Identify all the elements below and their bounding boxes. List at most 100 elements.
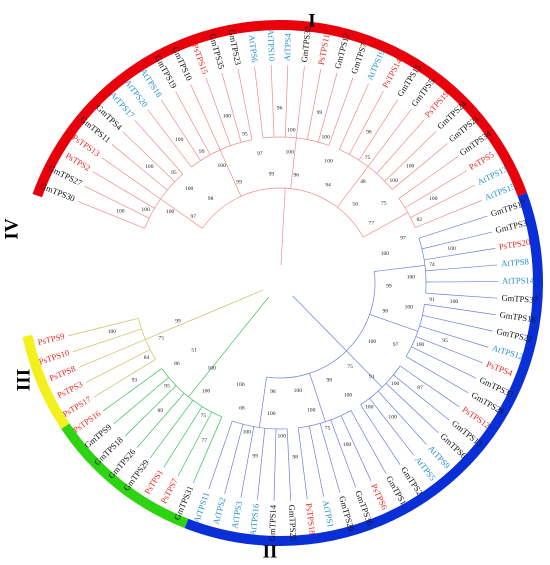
leaf-label-pstps1: PsTPS1 (142, 468, 165, 496)
group-stem-11 (145, 319, 193, 340)
bootstrap-value: 100 (294, 388, 303, 394)
branch-15 (270, 65, 273, 99)
clade-stem-III (220, 296, 269, 358)
branch-64 (163, 416, 197, 468)
bootstrap-value: 84 (144, 355, 150, 361)
branch-26 (388, 130, 437, 178)
leaf-label-pstps4: PsTPS4 (485, 359, 515, 379)
branch-58 (257, 458, 263, 500)
branch-stem-67 (145, 385, 177, 417)
branch-stem-48 (369, 398, 383, 415)
branch-60 (224, 447, 238, 494)
branch-66 (136, 397, 181, 448)
bootstrap-value: 100 (447, 246, 456, 252)
bootstrap-value: 100 (108, 329, 117, 335)
bootstrap-value: 99 (252, 453, 258, 459)
leaf-label-gmtps16: GmTPS16 (499, 309, 537, 324)
branch-57 (273, 461, 276, 501)
branch-37 (438, 293, 498, 299)
clade-label-IV: IV (1, 218, 22, 239)
branch-stem-38 (424, 303, 435, 307)
branch-stem-27 (391, 161, 426, 190)
bootstrap-value: 100 (145, 164, 154, 170)
bootstrap-value: 75 (347, 364, 353, 370)
group-stem-3 (337, 166, 369, 208)
leaf-label-gmtps30: GmTPS30 (39, 181, 76, 204)
branch-4 (111, 144, 143, 171)
branch-stem-34 (424, 255, 446, 261)
leaf-label-pstps18: PsTPS18 (304, 502, 318, 535)
branch-stem-46 (385, 383, 406, 402)
group-stem-10 (188, 356, 221, 398)
bootstrap-value: 95 (171, 170, 177, 176)
branch-stem-71 (122, 349, 151, 365)
branch-stem-74 (116, 317, 139, 324)
branch-stem-58 (261, 428, 266, 459)
group-stem-0 (160, 198, 203, 229)
bootstrap-value: 100 (267, 411, 276, 417)
branch-stem-39 (422, 314, 430, 318)
bootstrap-value: 51 (191, 347, 197, 353)
branch-44 (426, 383, 460, 408)
bootstrap-value: 100 (278, 433, 287, 439)
bootstrap-value: 94 (325, 182, 331, 188)
branch-stem-50 (350, 410, 359, 423)
branch-42 (445, 363, 477, 379)
branch-68 (113, 402, 139, 425)
bootstrap-value: 100 (450, 299, 459, 305)
leaf-label-pstps5: PsTPS5 (467, 149, 495, 172)
branch-23 (366, 99, 399, 148)
branch-70 (93, 376, 127, 398)
clade-stem-I (280, 188, 286, 266)
leaf-label-gmtps14: GmTPS14 (267, 504, 278, 541)
branch-1 (84, 185, 113, 201)
branch-24 (374, 108, 412, 158)
branch-27 (425, 143, 448, 163)
branch-2 (92, 171, 123, 190)
leaf-label-pstps15: PsTPS15 (190, 42, 210, 75)
bootstrap-value: 93 (132, 377, 138, 383)
branch-stem-51 (340, 415, 346, 426)
branch-47 (393, 407, 427, 445)
clade-arc-layer (22, 19, 543, 546)
bootstrap-value: 97 (400, 235, 406, 241)
bootstrap-value: 100 (390, 178, 399, 184)
branch-stem-5 (153, 161, 176, 183)
bootstrap-value: 75 (325, 426, 331, 432)
bootstrap-value: 98 (366, 129, 372, 135)
group-stem-7 (346, 350, 383, 388)
branch-stem-40 (419, 325, 424, 328)
leaf-label-attps8: AtTPS8 (501, 256, 529, 268)
branch-53 (321, 428, 341, 493)
bootstrap-value: 75 (201, 413, 207, 419)
bootstrap-value: 98 (270, 389, 276, 395)
group-stem-5 (374, 264, 425, 272)
bootstrap-value: 91 (429, 297, 435, 303)
branch-40 (423, 326, 489, 348)
branch-52 (333, 427, 357, 488)
branch-3 (101, 157, 133, 180)
branch-56 (288, 464, 292, 501)
branch-14 (254, 66, 259, 97)
branch-22 (357, 90, 384, 139)
bootstrap-value: 98 (208, 196, 214, 202)
branch-19 (324, 72, 338, 117)
bootstrap-layer: 100 100 100 97 100 95 100 98 100 99 100 99 100 95 97 99… (108, 105, 459, 460)
bootstrap-value: 100 (202, 388, 211, 394)
leaf-label-attps2: AtTPS2 (211, 496, 228, 525)
bootstrap-value: 100 (218, 163, 227, 169)
leaf-label-gmtps36: GmTPS36 (353, 489, 375, 527)
branch-18 (312, 68, 322, 111)
branch-stem-21 (338, 130, 349, 150)
leaf-label-gmtps7: GmTPS7 (349, 41, 369, 75)
branch-stem-73 (117, 328, 142, 338)
branch-11 (205, 77, 228, 136)
bootstrap-value: 77 (202, 438, 208, 444)
bootstrap-value: 100 (322, 134, 331, 140)
branch-stem-12 (238, 134, 242, 143)
branch-stem-19 (317, 115, 326, 143)
bootstrap-value: 100 (344, 392, 353, 398)
branch-stem-53 (319, 423, 322, 429)
leaf-label-attps14: AtTPS14 (502, 275, 535, 285)
